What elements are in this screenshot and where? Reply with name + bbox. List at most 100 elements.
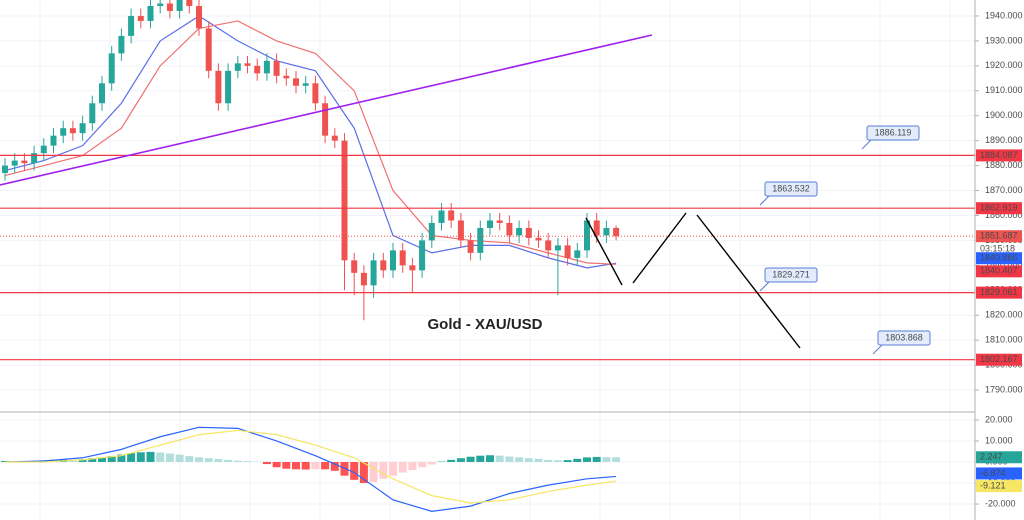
macd-label: -6.874 — [980, 468, 1006, 478]
axis-layer: 1790.0001800.0001810.0001820.0001830.000… — [975, 10, 1023, 508]
histogram-bar — [204, 458, 213, 462]
histogram-bar — [602, 457, 611, 462]
y-tick-label: -20.000 — [985, 498, 1016, 508]
histogram-bar — [379, 461, 388, 479]
histogram-bar — [573, 458, 582, 462]
y-tick-label: 1860.000 — [985, 210, 1023, 220]
histogram-bar — [321, 461, 330, 470]
histogram-bar — [350, 461, 359, 480]
macd-label-box — [976, 467, 1022, 480]
candle-body — [196, 5, 202, 29]
histogram-bar — [486, 455, 494, 462]
level-label-box — [976, 202, 1022, 215]
chart-title: Gold - XAU/USD — [428, 316, 543, 333]
candle-body — [399, 250, 406, 266]
candle-body — [69, 128, 76, 134]
candle-body — [40, 145, 47, 154]
histogram-bar — [185, 456, 194, 462]
forecast-line — [696, 214, 801, 349]
level-label: 1884.087 — [980, 150, 1018, 160]
macd-label-box — [976, 480, 1022, 493]
candle-body — [467, 240, 474, 253]
callout-label: 1863.532 — [772, 183, 810, 193]
y-tick-label: 1880.000 — [985, 160, 1023, 170]
callout-pointer — [861, 139, 872, 150]
level-label-box — [976, 353, 1022, 366]
last-price-label-box — [976, 230, 1022, 243]
candle-body — [186, 0, 193, 6]
candle-body — [254, 65, 261, 74]
callout-box — [866, 125, 920, 141]
candle-body — [322, 103, 329, 136]
candle-body — [31, 153, 38, 164]
y-tick-label: 1900.000 — [985, 110, 1023, 120]
histogram-bar — [612, 457, 621, 462]
histogram-bar — [515, 457, 524, 462]
histogram-bar — [495, 455, 504, 462]
candle-body — [516, 227, 523, 236]
candle-body — [506, 222, 513, 236]
candle-body — [496, 220, 503, 223]
histogram-bar — [195, 457, 203, 462]
candle-body — [331, 135, 338, 141]
candle-body — [11, 160, 18, 166]
histogram-bar — [553, 460, 562, 462]
candle-body — [409, 265, 416, 271]
histogram-bar — [107, 456, 116, 462]
y-tick-label: 1920.000 — [985, 60, 1023, 70]
histogram-bar — [456, 458, 465, 462]
y-tick-label: 1840.000 — [985, 260, 1023, 270]
candle-body — [273, 60, 280, 76]
candle-body — [2, 165, 8, 174]
histogram-bar — [214, 459, 223, 462]
histogram-bar — [175, 454, 184, 462]
candle-body — [157, 3, 164, 6]
indicator-line — [4, 426, 617, 512]
ma-label-box — [976, 265, 1022, 278]
histogram-bar — [592, 456, 601, 462]
candle-body — [554, 245, 561, 251]
candle-body — [477, 227, 484, 253]
histogram-bar — [427, 461, 436, 465]
candle-body — [99, 83, 105, 104]
candle-body — [89, 103, 96, 124]
ma-label: 1840.866 — [980, 253, 1018, 263]
candle-body — [351, 260, 358, 273]
histogram-bar — [301, 461, 310, 470]
y-tick-label: 1870.000 — [985, 185, 1023, 195]
y-tick-label: 1790.000 — [985, 384, 1023, 394]
candle-body — [225, 70, 232, 104]
candle-body — [118, 35, 125, 54]
y-tick-label: 1890.000 — [985, 135, 1023, 145]
histogram-bar — [282, 461, 291, 469]
last-price-label: 1851.687 — [980, 231, 1018, 241]
y-tick-label: 10.000 — [985, 435, 1013, 445]
histogram-bar — [359, 461, 368, 484]
trend-line — [0, 34, 653, 186]
candle-body — [584, 220, 590, 251]
forecast-line — [632, 212, 687, 284]
histogram-bar — [398, 461, 407, 473]
histogram-bar — [544, 459, 553, 462]
candle-body — [312, 83, 319, 104]
histogram-bar — [78, 459, 87, 462]
y-tick-label: 20.000 — [985, 414, 1013, 424]
histogram-label-box — [976, 451, 1022, 464]
drawings — [0, 34, 801, 349]
candle-body — [205, 28, 212, 71]
candle-body — [525, 227, 532, 238]
candle-body — [244, 63, 251, 66]
level-label: 1802.167 — [980, 354, 1018, 364]
histogram-bar — [476, 455, 485, 462]
candle-body — [593, 220, 600, 236]
histogram-bar — [136, 452, 145, 462]
forecast-line — [585, 217, 623, 286]
candle-body — [380, 260, 387, 271]
histogram-bar — [389, 461, 397, 476]
candle-body — [176, 0, 183, 11]
y-tick-label: 1930.000 — [985, 35, 1023, 45]
histogram-bar — [224, 459, 233, 462]
callout-label: 1803.868 — [885, 332, 923, 342]
